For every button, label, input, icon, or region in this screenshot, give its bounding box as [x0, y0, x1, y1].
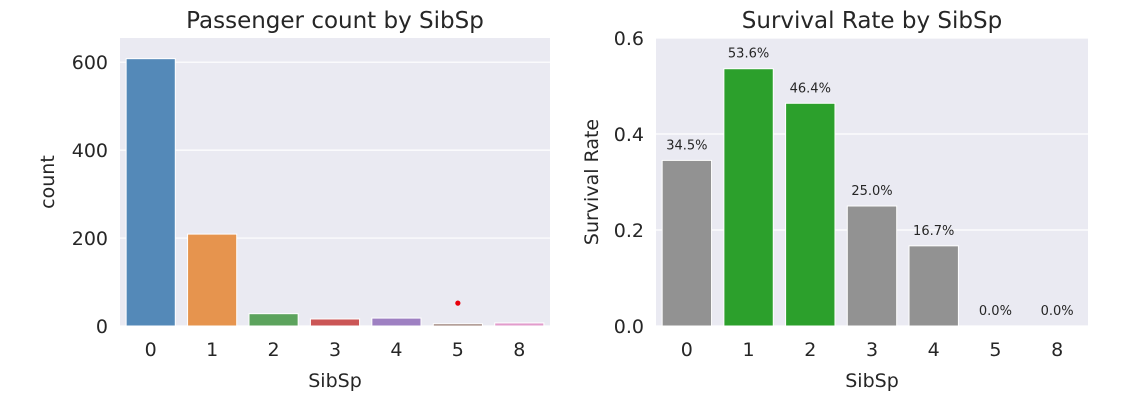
x-tick-labels: 0 1 2 3 4 5 8: [681, 339, 1063, 361]
data-label: 46.4%: [790, 81, 831, 96]
bar: [846, 205, 898, 327]
chart-title: Survival Rate by SibSp: [742, 8, 1002, 34]
y-axis-label: count: [37, 155, 59, 209]
bar: [187, 233, 238, 327]
x-tick-label: 4: [928, 339, 940, 361]
data-label: 0.0%: [979, 304, 1012, 319]
x-tick-labels: 0 1 2 3 4 5 8: [145, 339, 526, 361]
y-tick-label: 0.2: [614, 220, 644, 242]
x-axis-label: SibSp: [845, 370, 899, 392]
bar: [908, 245, 959, 327]
bar: [432, 323, 483, 327]
chart-title: Passenger count by SibSp: [186, 8, 484, 34]
bar: [309, 318, 361, 327]
bars: [661, 68, 959, 327]
data-label: 34.5%: [666, 138, 707, 153]
survival-rate-chart: 34.5% 53.6% 46.4% 25.0% 16.7% 0.0% 0.0% 0 1 2 3 4 5…: [581, 8, 1088, 392]
y-tick-labels: 0 200 400 600: [72, 52, 108, 338]
x-tick-label: 1: [206, 339, 218, 361]
bar: [723, 68, 774, 327]
x-tick-label: 2: [268, 339, 280, 361]
y-axis-label: Survival Rate: [581, 119, 603, 245]
y-tick-label: 600: [72, 52, 108, 74]
x-tick-label: 3: [866, 339, 878, 361]
y-tick-label: 200: [72, 228, 108, 250]
y-tick-label: 0.4: [614, 124, 644, 146]
x-tick-label: 5: [989, 339, 1001, 361]
x-tick-label: 8: [1051, 339, 1063, 361]
plot-area: [120, 38, 550, 326]
bars: [125, 58, 545, 327]
x-tick-label: 4: [390, 339, 402, 361]
passenger-count-chart: 0 1 2 3 4 5 8 0 200 400 600 Passenger count by Si…: [37, 8, 550, 392]
x-tick-label: 5: [452, 339, 464, 361]
data-label: 16.7%: [913, 224, 954, 239]
data-label: 53.6%: [728, 47, 769, 62]
bar: [371, 317, 422, 327]
y-tick-label: 400: [72, 140, 108, 162]
y-tick-label: 0: [96, 316, 108, 338]
x-tick-label: 1: [743, 339, 755, 361]
x-tick-label: 2: [804, 339, 816, 361]
x-tick-label: 3: [329, 339, 341, 361]
bar: [661, 159, 713, 327]
x-axis-label: SibSp: [308, 370, 362, 392]
red-dot-marker: [455, 300, 461, 306]
x-tick-label: 0: [681, 339, 693, 361]
bar: [785, 102, 836, 327]
bar: [125, 58, 176, 327]
y-tick-labels: 0.0 0.2 0.4 0.6: [614, 28, 644, 338]
y-tick-label: 0.6: [614, 28, 644, 50]
data-label: 25.0%: [851, 184, 892, 199]
data-labels: 34.5% 53.6% 46.4% 25.0% 16.7% 0.0% 0.0%: [666, 47, 1073, 319]
bar: [248, 313, 299, 327]
x-tick-label: 8: [513, 339, 525, 361]
y-tick-label: 0.0: [614, 316, 644, 338]
x-tick-label: 0: [145, 339, 157, 361]
bar: [494, 322, 545, 327]
data-label: 0.0%: [1041, 304, 1074, 319]
